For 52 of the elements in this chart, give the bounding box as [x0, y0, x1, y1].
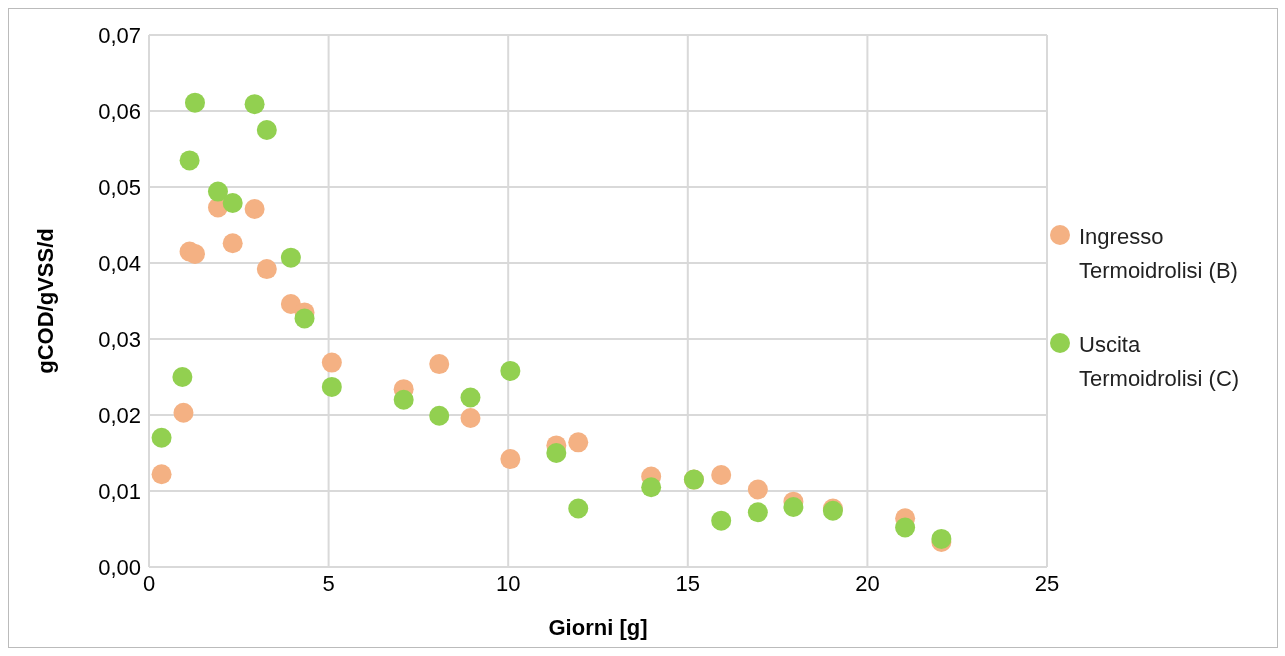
legend-label: Uscita Termoidrolisi (C): [1079, 331, 1241, 393]
point: [500, 449, 521, 470]
y-tick-label: 0,01: [98, 478, 141, 504]
x-tick-label: 5: [322, 570, 335, 596]
y-tick-label: 0,00: [98, 554, 141, 580]
point: [429, 354, 450, 375]
x-tick-label: 25: [1034, 570, 1060, 596]
point: [222, 233, 243, 254]
point: [321, 352, 342, 373]
legend-label: Ingresso Termoidrolisi (B): [1079, 223, 1239, 285]
point: [256, 120, 277, 140]
y-tick-label: 0,04: [98, 250, 141, 276]
point: [222, 192, 243, 213]
point: [895, 517, 916, 538]
point: [173, 402, 194, 423]
point: [151, 464, 172, 485]
point: [711, 465, 732, 486]
point: [429, 405, 450, 426]
y-tick-label: 0,02: [98, 402, 141, 428]
point: [747, 479, 768, 500]
point: [460, 408, 481, 429]
y-tick-label: 0,05: [98, 174, 141, 200]
x-tick-label: 15: [675, 570, 701, 596]
point: [783, 496, 804, 517]
y-tick-label: 0,06: [98, 98, 141, 124]
point: [179, 150, 200, 171]
x-tick-label: 0: [142, 570, 156, 596]
point: [568, 498, 589, 519]
point: [641, 477, 662, 498]
point: [321, 376, 342, 397]
point: [294, 308, 315, 329]
point: [568, 432, 589, 453]
point: [500, 360, 521, 381]
point: [280, 247, 301, 268]
y-tick-label: 0,07: [98, 22, 141, 48]
point: [151, 427, 172, 448]
point: [747, 502, 768, 523]
y-axis-title: gCOD/gVSS/d: [32, 228, 58, 374]
point: [256, 259, 277, 280]
point: [546, 443, 567, 463]
point: [207, 181, 228, 202]
x-axis-title: Giorni [g]: [548, 615, 648, 640]
point: [460, 387, 481, 408]
point: [184, 92, 205, 113]
x-tick-label: 10: [495, 570, 521, 596]
x-tick-label: 20: [855, 570, 880, 596]
point: [172, 367, 193, 387]
point: [711, 510, 732, 531]
y-tick-label: 0,03: [98, 326, 141, 352]
point: [393, 389, 414, 410]
point: [244, 94, 265, 115]
point: [244, 199, 265, 220]
